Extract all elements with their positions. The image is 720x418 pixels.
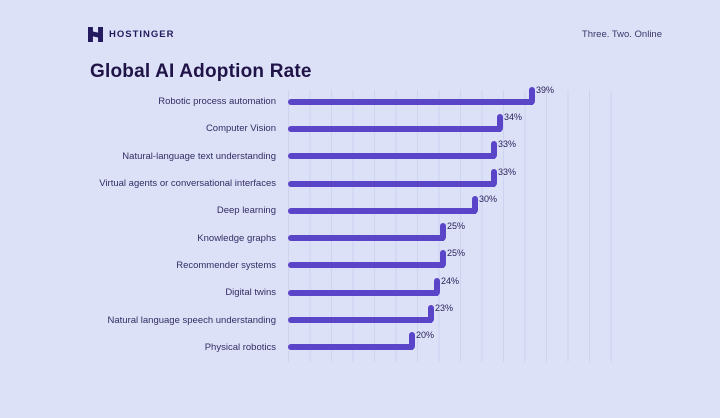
bar: 33%	[288, 139, 516, 160]
bar-track: 24%	[288, 276, 636, 306]
bar-track: 39%	[288, 85, 636, 115]
value-label: 39%	[536, 84, 555, 95]
bar-track: 25%	[288, 248, 636, 279]
value-label: 25%	[447, 248, 466, 259]
value-label: 30%	[479, 193, 498, 204]
bar-track: 33%	[288, 167, 636, 197]
bar: 30%	[288, 194, 497, 214]
value-label: 23%	[435, 303, 454, 314]
chart-row: Natural language speech understanding 23%	[90, 303, 636, 333]
value-label: 25%	[447, 221, 466, 232]
value-label: 33%	[498, 166, 517, 177]
header: HOSTINGER Three. Two. Online	[88, 24, 662, 44]
bar-stick	[288, 262, 444, 269]
value-label: 33%	[498, 139, 517, 150]
hostinger-logo-icon	[88, 26, 103, 42]
bar-stick	[288, 289, 438, 296]
category-label: Knowledge graphs	[197, 232, 276, 244]
bar-hook: 39%	[529, 85, 554, 105]
chart-row: Digital twins 24%	[90, 276, 636, 306]
brand: HOSTINGER	[88, 26, 175, 42]
bar-hook: 33%	[491, 139, 516, 160]
chart-row: Recommender systems 25%	[90, 248, 636, 279]
value-label: 34%	[504, 111, 523, 122]
tagline: Three. Two. Online	[581, 28, 662, 40]
bar-stick	[288, 180, 495, 187]
category-label: Computer Vision	[205, 123, 276, 135]
bar: 33%	[288, 167, 516, 187]
bar-chart-rows: Robotic process automation 39% Computer Vi…	[90, 85, 636, 363]
bar-stick	[288, 317, 432, 324]
bar-hook: 23%	[428, 303, 453, 324]
bar-track: 20%	[288, 330, 636, 361]
bar: 23%	[288, 303, 453, 324]
category-label: Deep learning	[216, 205, 276, 217]
chart-row: Knowledge graphs 25%	[90, 221, 636, 251]
value-label: 24%	[441, 275, 460, 286]
bar-hook: 20%	[409, 330, 434, 351]
bar-track: 33%	[288, 139, 636, 170]
bar-chart: Robotic process automation 39% Computer Vi…	[90, 85, 636, 363]
bar-stick	[288, 235, 444, 242]
chart-gridlines	[288, 90, 632, 362]
bar-hook: 30%	[472, 194, 497, 214]
category-label: Natural-language text understanding	[122, 150, 276, 162]
bar-hook: 25%	[440, 221, 465, 242]
bar-hook: 24%	[434, 276, 459, 296]
bar: 25%	[288, 221, 465, 242]
category-label: Digital twins	[225, 287, 276, 299]
bar-hook: 34%	[497, 112, 522, 132]
bar-track: 25%	[288, 221, 636, 251]
bar-hook: 33%	[491, 167, 516, 187]
value-label: 20%	[416, 330, 435, 341]
bar-track: 30%	[288, 194, 636, 224]
chart-row: Physical robotics 20%	[90, 330, 636, 361]
bar-track: 34%	[288, 112, 636, 142]
chart-row: Virtual agents or conversational interfa…	[90, 167, 636, 197]
chart-row: Robotic process automation 39%	[90, 85, 636, 115]
category-label: Recommender systems	[176, 259, 276, 271]
bar-stick	[288, 98, 533, 105]
chart-row: Computer Vision 34%	[90, 112, 636, 142]
bar-stick	[288, 344, 413, 351]
bar: 24%	[288, 276, 459, 296]
chart-row: Natural-language text understanding 33%	[90, 139, 636, 170]
category-label: Physical robotics	[204, 341, 276, 353]
brand-name: HOSTINGER	[109, 28, 175, 40]
bar-track: 23%	[288, 303, 636, 333]
bar-stick	[288, 153, 495, 160]
bar-stick	[288, 125, 501, 132]
category-label: Natural language speech understanding	[107, 314, 277, 326]
page-title: Global AI Adoption Rate	[90, 61, 312, 82]
category-label: Robotic process automation	[158, 96, 276, 108]
bar: 34%	[288, 112, 522, 132]
bar: 25%	[288, 248, 465, 269]
bar-stick	[288, 207, 476, 214]
chart-row: Deep learning 30%	[90, 194, 636, 224]
category-label: Virtual agents or conversational interfa…	[99, 178, 276, 190]
bar: 39%	[288, 85, 554, 105]
bar-hook: 25%	[440, 248, 465, 269]
bar: 20%	[288, 330, 434, 351]
